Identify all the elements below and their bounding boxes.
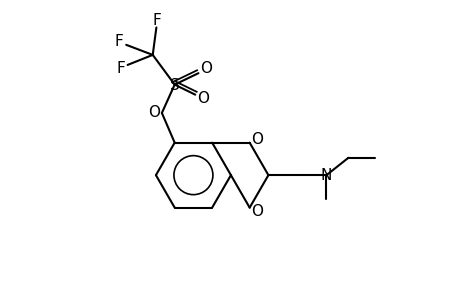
Text: N: N — [320, 168, 331, 183]
Text: S: S — [169, 78, 179, 93]
Text: F: F — [152, 13, 161, 28]
Text: O: O — [251, 131, 263, 146]
Text: F: F — [115, 34, 123, 49]
Text: O: O — [251, 204, 263, 219]
Text: O: O — [196, 91, 208, 106]
Text: O: O — [147, 104, 159, 119]
Text: O: O — [200, 61, 212, 76]
Text: F: F — [116, 61, 125, 76]
